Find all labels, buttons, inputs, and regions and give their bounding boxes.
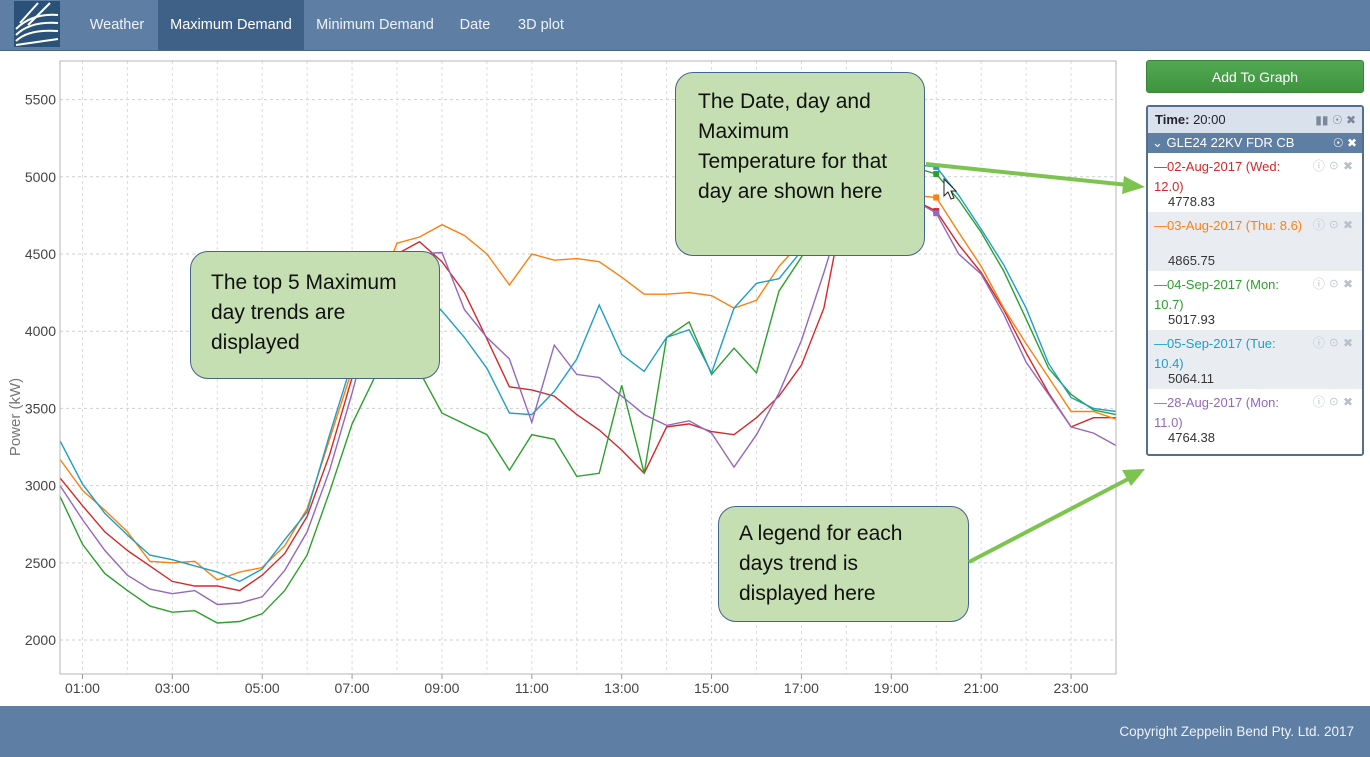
series-line[interactable]: [59, 188, 1117, 606]
legend-entry[interactable]: —28-Aug-2017 (Mon: 11.0) 4764.38 ⓘ☉✖: [1148, 389, 1362, 448]
close-icon[interactable]: ✖: [1346, 136, 1357, 150]
legend-entry[interactable]: —02-Aug-2017 (Wed: 12.0) 4778.83 ⓘ☉✖: [1148, 153, 1362, 212]
legend-entry-value: 4778.83: [1168, 194, 1215, 209]
y-tick-label: 4500: [25, 246, 56, 262]
x-tick-label: 01:00: [65, 680, 100, 696]
hover-marker: [933, 171, 940, 178]
legend-entry-label: —28-Aug-2017 (Mon: 11.0): [1154, 395, 1280, 430]
callout-top5: The top 5 Maximum day trends are display…: [190, 251, 440, 379]
info-icon[interactable]: ⓘ: [1312, 277, 1328, 291]
legend-entry[interactable]: —03-Aug-2017 (Thu: 8.6) 4865.75 ⓘ☉✖: [1148, 212, 1362, 271]
legend-entry-value: 5064.11: [1168, 371, 1215, 386]
legend-entry[interactable]: —04-Sep-2017 (Mon: 10.7) 5017.93 ⓘ☉✖: [1148, 271, 1362, 330]
nav-date[interactable]: Date: [459, 17, 491, 33]
x-tick-label: 17:00: [784, 680, 819, 696]
legend-panel: Time: 20:00 ▮▮ ☉ ✖ ⌄ GLE24 22KV FDR CB ☉…: [1146, 105, 1364, 456]
x-tick-label: 09:00: [424, 680, 459, 696]
series-line[interactable]: [59, 191, 1117, 581]
y-tick-label: 2500: [25, 555, 56, 571]
x-tick-label: 07:00: [335, 680, 370, 696]
hide-icon[interactable]: ☉: [1327, 395, 1343, 409]
hide-icon[interactable]: ☉: [1327, 277, 1343, 291]
chevron-down-icon[interactable]: ⌄: [1152, 135, 1163, 150]
close-icon[interactable]: ✖: [1342, 277, 1356, 291]
bar-chart-icon[interactable]: ▮▮: [1315, 113, 1329, 127]
legend-entry-value: 4764.38: [1168, 430, 1215, 445]
legend-group-header[interactable]: ⌄ GLE24 22KV FDR CB ☉ ✖: [1148, 133, 1362, 153]
copyright-text: Copyright Zeppelin Bend Pty. Ltd. 2017: [1119, 724, 1354, 739]
nav-maximum-demand[interactable]: Maximum Demand: [158, 0, 304, 50]
info-icon[interactable]: ⓘ: [1312, 336, 1328, 350]
legend-entry-label: —05-Sep-2017 (Tue: 10.4): [1154, 336, 1276, 371]
callout-date-info: The Date, day and Maximum Temperature fo…: [675, 72, 925, 256]
close-icon[interactable]: ✖: [1345, 113, 1356, 127]
add-to-graph-button[interactable]: Add To Graph: [1146, 60, 1364, 93]
legend-entry-icons: ⓘ☉✖: [1313, 216, 1356, 233]
legend-entry-icons: ⓘ☉✖: [1313, 393, 1356, 410]
hover-marker: [933, 194, 940, 201]
legend-entry-label: —02-Aug-2017 (Wed: 12.0): [1154, 159, 1281, 194]
legend-entry-value: 5017.93: [1168, 312, 1215, 327]
x-tick-label: 19:00: [874, 680, 909, 696]
y-tick-label: 3500: [25, 400, 56, 416]
footer: Copyright Zeppelin Bend Pty. Ltd. 2017: [0, 706, 1370, 757]
hide-icon[interactable]: ☉: [1327, 159, 1343, 173]
info-icon[interactable]: ⓘ: [1312, 395, 1328, 409]
group-name: GLE24 22KV FDR CB: [1166, 135, 1295, 150]
x-tick-label: 05:00: [245, 680, 280, 696]
y-tick-label: 2000: [25, 632, 56, 648]
y-tick-label: 3000: [25, 478, 56, 494]
series-line[interactable]: [59, 176, 1116, 592]
close-icon[interactable]: ✖: [1342, 159, 1356, 173]
legend-entries: —02-Aug-2017 (Wed: 12.0) 4778.83 ⓘ☉✖ —03-Au…: [1148, 153, 1362, 448]
hide-icon[interactable]: ☉: [1327, 336, 1343, 350]
info-icon[interactable]: ⓘ: [1312, 218, 1328, 232]
close-icon[interactable]: ✖: [1342, 218, 1356, 232]
x-tick-label: 11:00: [515, 680, 549, 696]
mouse-cursor-icon: [943, 177, 958, 200]
hide-icon[interactable]: ☉: [1327, 218, 1343, 232]
close-icon[interactable]: ✖: [1342, 395, 1356, 409]
x-tick-label: 13:00: [604, 680, 639, 696]
x-tick-label: 15:00: [694, 680, 729, 696]
nav-weather[interactable]: Weather: [89, 17, 145, 33]
y-tick-label: 5000: [25, 169, 56, 185]
callout-legend: A legend for each days trend is displaye…: [718, 506, 969, 622]
x-tick-label: 21:00: [964, 680, 999, 696]
logo-icon[interactable]: [14, 1, 60, 47]
time-value: 20:00: [1193, 112, 1226, 127]
legend-entry-icons: ⓘ☉✖: [1313, 334, 1356, 351]
y-tick-label: 4000: [25, 323, 56, 339]
close-icon[interactable]: ✖: [1342, 336, 1356, 350]
legend-entry-icons: ⓘ☉✖: [1313, 275, 1356, 292]
header-icons: ▮▮ ☉ ✖: [1315, 107, 1356, 133]
legend-entry-label: —04-Sep-2017 (Mon: 10.7): [1154, 277, 1280, 312]
y-axis-label: Power (kW): [7, 378, 24, 456]
x-tick-label: 03:00: [155, 680, 190, 696]
nav-3d-plot[interactable]: 3D plot: [518, 17, 564, 33]
x-tick-label: 23:00: [1054, 680, 1089, 696]
top-nav-bar: Weather Maximum Demand Minimum Demand Da…: [0, 0, 1370, 51]
legend-time-header: Time: 20:00 ▮▮ ☉ ✖: [1148, 107, 1362, 133]
info-icon[interactable]: ⓘ: [1312, 159, 1328, 173]
legend-entry[interactable]: —05-Sep-2017 (Tue: 10.4) 5064.11 ⓘ☉✖: [1148, 330, 1362, 389]
hover-marker: [933, 210, 940, 217]
time-label: Time:: [1155, 112, 1190, 127]
hide-icon[interactable]: ☉: [1332, 136, 1344, 150]
logo-graphic: [14, 1, 60, 47]
legend-entry-value: 4865.75: [1168, 253, 1215, 268]
nav-minimum-demand[interactable]: Minimum Demand: [316, 17, 434, 33]
plot-area-border: [59, 60, 1117, 675]
hover-marker: [933, 163, 940, 170]
y-tick-label: 5500: [25, 92, 56, 108]
legend-entry-icons: ⓘ☉✖: [1313, 157, 1356, 174]
hide-icon[interactable]: ☉: [1331, 113, 1343, 127]
group-icons: ☉ ✖: [1333, 133, 1357, 153]
legend-entry-label: —03-Aug-2017 (Thu: 8.6): [1154, 218, 1303, 233]
